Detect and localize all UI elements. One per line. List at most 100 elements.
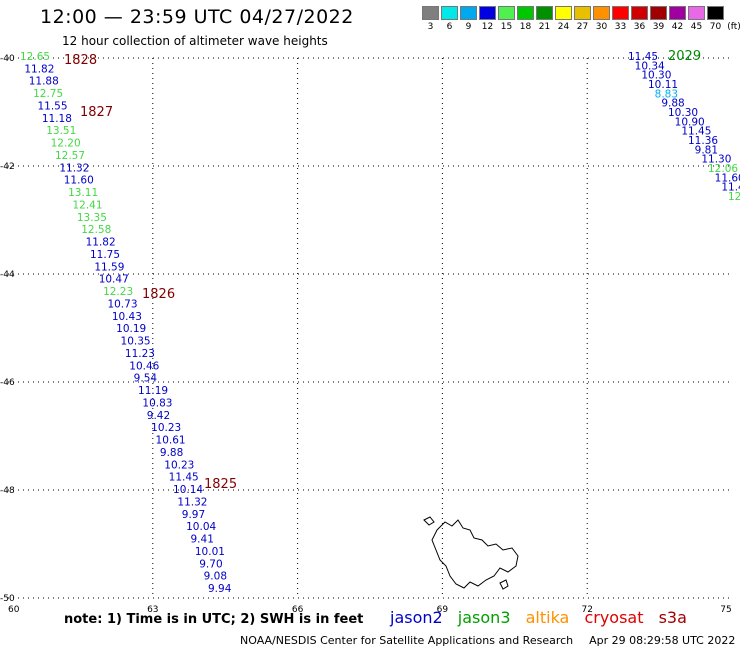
map-note: note: 1) Time is in UTC; 2) SWH is in fe… [64,612,364,627]
lat-tick-label: -42 [0,162,15,172]
scale-label: 42 [671,22,684,32]
swh-value: 10.35 [121,336,151,348]
swh-value: 11.19 [138,385,168,397]
swh-value: 12 [728,191,740,203]
scale-label: 6 [446,22,453,32]
legend-s3a: s3a [658,608,687,627]
swh-value: 11.60 [64,175,94,187]
swh-value: 9.41 [191,534,214,546]
swh-value: 11.55 [37,100,67,112]
footer-date: Apr 29 08:29:58 UTC 2022 [589,634,736,647]
swh-value: 10.23 [151,422,181,434]
swh-value: 9.81 [695,144,718,156]
swh-value: 12.58 [81,224,111,236]
scale-label: 45 [690,22,703,32]
scale-swatch [707,6,724,20]
swh-value: 12.23 [103,286,133,298]
pass-label: 1826 [142,287,175,302]
pass-label: 1827 [80,105,113,120]
swh-value: 11.32 [177,496,207,508]
lat-tick-label: -40 [0,54,15,64]
legend-jason2: jason2 [390,608,443,627]
lon-tick-label: 75 [720,605,731,615]
swh-value: 11.45 [681,126,711,138]
footer-org: NOAA/NESDIS Center for Satellite Applica… [240,634,574,647]
scale-swatch [631,6,648,20]
scale-swatch [422,6,439,20]
scale-label: 39 [652,22,665,32]
swh-value: 10.04 [186,521,216,533]
swh-value: 12.65 [20,51,50,63]
swh-value: 10.30 [668,107,698,119]
lon-tick-label: 66 [292,605,304,615]
swh-value: 11.59 [94,261,124,273]
swh-value: 10.30 [641,70,671,82]
kerguelen-island-outline [423,516,519,590]
scale-label: 70 [709,22,722,32]
lat-tick-label: -48 [0,486,15,496]
scale-swatch [441,6,458,20]
scale-swatch [688,6,705,20]
swh-value: 13.35 [77,212,107,224]
scale-swatch [669,6,686,20]
scale-swatch [536,6,553,20]
island-outline [431,519,519,589]
map-grid [8,57,732,599]
scale-label: 9 [465,22,472,32]
scale-label: 12 [481,22,494,32]
islet-outline [423,516,435,526]
scale-swatch [593,6,610,20]
scale-label: 18 [519,22,532,32]
swh-value: 11.32 [59,162,89,174]
swh-value: 10.43 [112,311,142,323]
swh-value: 10.73 [107,298,137,310]
swh-value: 9.97 [182,509,205,521]
satellite-legend: jason2 jason3 altika cryosat s3a [390,608,697,627]
scale-unit: (ft) [727,22,740,32]
swh-value: 10.14 [173,484,203,496]
swh-value: 11.45 [628,51,658,63]
lat-tick-label: -50 [0,594,15,604]
scale-swatch [498,6,515,20]
swh-value: 11.36 [688,135,718,147]
swh-value: 11.23 [125,348,155,360]
footer: NOAA/NESDIS Center for Satellite Applica… [240,634,735,647]
scale-label: 33 [614,22,627,32]
swh-observations: 12.6511.8211.8812.7511.5511.1813.5112.20… [20,51,740,595]
swh-value: 9.94 [208,583,232,595]
swh-value: 10.47 [99,274,129,286]
map-tick-labels: 60 63 66 69 72 75 -40 -42 -44 -46 -48 -50 [0,54,732,615]
legend-altika: altika [525,608,570,627]
pass-label: 2029 [668,49,701,64]
scale-swatch [555,6,572,20]
lon-tick-label: 63 [147,605,158,615]
scale-swatch [460,6,477,20]
pass-labels: 1828 1827 1826 1825 2029 [64,49,701,492]
swh-value: 11.18 [42,113,72,125]
swh-value: 10.46 [129,360,159,372]
islet-outline [499,579,509,590]
swh-value: 11.60 [715,172,740,184]
scale-swatch [574,6,591,20]
lat-tick-label: -44 [0,270,15,280]
scale-label: 21 [538,22,551,32]
swh-value: 9.88 [661,98,684,110]
legend-jason3: jason3 [457,608,511,627]
scale-label: 36 [633,22,646,32]
scale-swatch [517,6,534,20]
lon-tick-label: 60 [8,605,20,615]
swh-value: 10.61 [156,435,186,447]
swh-value: 10.23 [164,459,194,471]
pass-label: 1828 [64,53,97,68]
swh-value: 9.42 [147,410,170,422]
swh-value: 11.82 [86,237,116,249]
swh-value: 12.57 [55,150,85,162]
swh-value: 11.45 [169,472,199,484]
swh-value: 12.06 [708,163,738,175]
scale-swatch [612,6,629,20]
pass-label: 1825 [204,477,237,492]
swh-value: 11.4 [721,182,740,194]
swh-value: 12.75 [33,88,63,100]
lat-tick-label: -46 [0,378,15,388]
